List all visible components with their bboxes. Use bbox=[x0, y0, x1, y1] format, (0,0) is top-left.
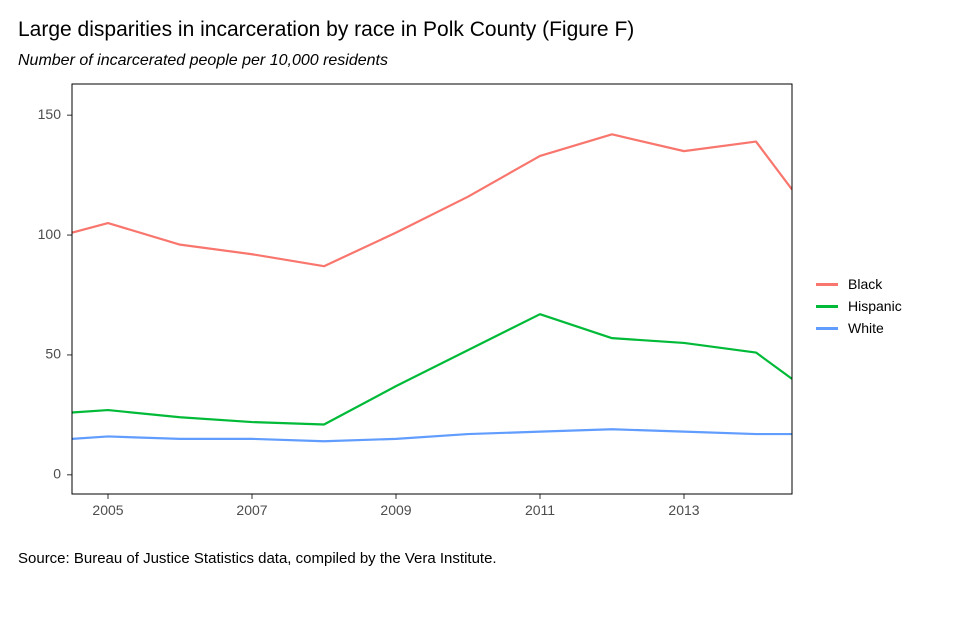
legend-item: White bbox=[816, 320, 902, 336]
legend-label: Black bbox=[848, 276, 882, 292]
chart-row: 0 50 100 150 2005 2007 2009 2011 2013 Black Hispa… bbox=[18, 76, 962, 536]
chart-subtitle: Number of incarcerated people per 10,000… bbox=[18, 52, 962, 70]
legend-label: White bbox=[848, 320, 884, 336]
legend-label: Hispanic bbox=[848, 298, 902, 314]
svg-text:0: 0 bbox=[53, 466, 61, 482]
legend-item: Black bbox=[816, 276, 902, 292]
line-chart-svg: 0 50 100 150 2005 2007 2009 2011 2013 bbox=[18, 76, 798, 536]
svg-text:2005: 2005 bbox=[92, 502, 123, 518]
svg-text:2009: 2009 bbox=[380, 502, 411, 518]
svg-text:50: 50 bbox=[45, 346, 61, 362]
legend-swatch bbox=[816, 283, 838, 286]
chart-caption: Source: Bureau of Justice Statistics dat… bbox=[18, 550, 962, 567]
chart-title: Large disparities in incarceration by ra… bbox=[18, 18, 962, 42]
legend-swatch bbox=[816, 327, 838, 330]
legend-item: Hispanic bbox=[816, 298, 902, 314]
svg-text:100: 100 bbox=[38, 226, 62, 242]
chart-plot-area: 0 50 100 150 2005 2007 2009 2011 2013 bbox=[18, 76, 798, 536]
legend-swatch bbox=[816, 305, 838, 308]
svg-text:150: 150 bbox=[38, 106, 62, 122]
svg-text:2013: 2013 bbox=[668, 502, 699, 518]
legend: Black Hispanic White bbox=[816, 270, 902, 342]
svg-text:2007: 2007 bbox=[236, 502, 267, 518]
svg-text:2011: 2011 bbox=[525, 502, 555, 518]
